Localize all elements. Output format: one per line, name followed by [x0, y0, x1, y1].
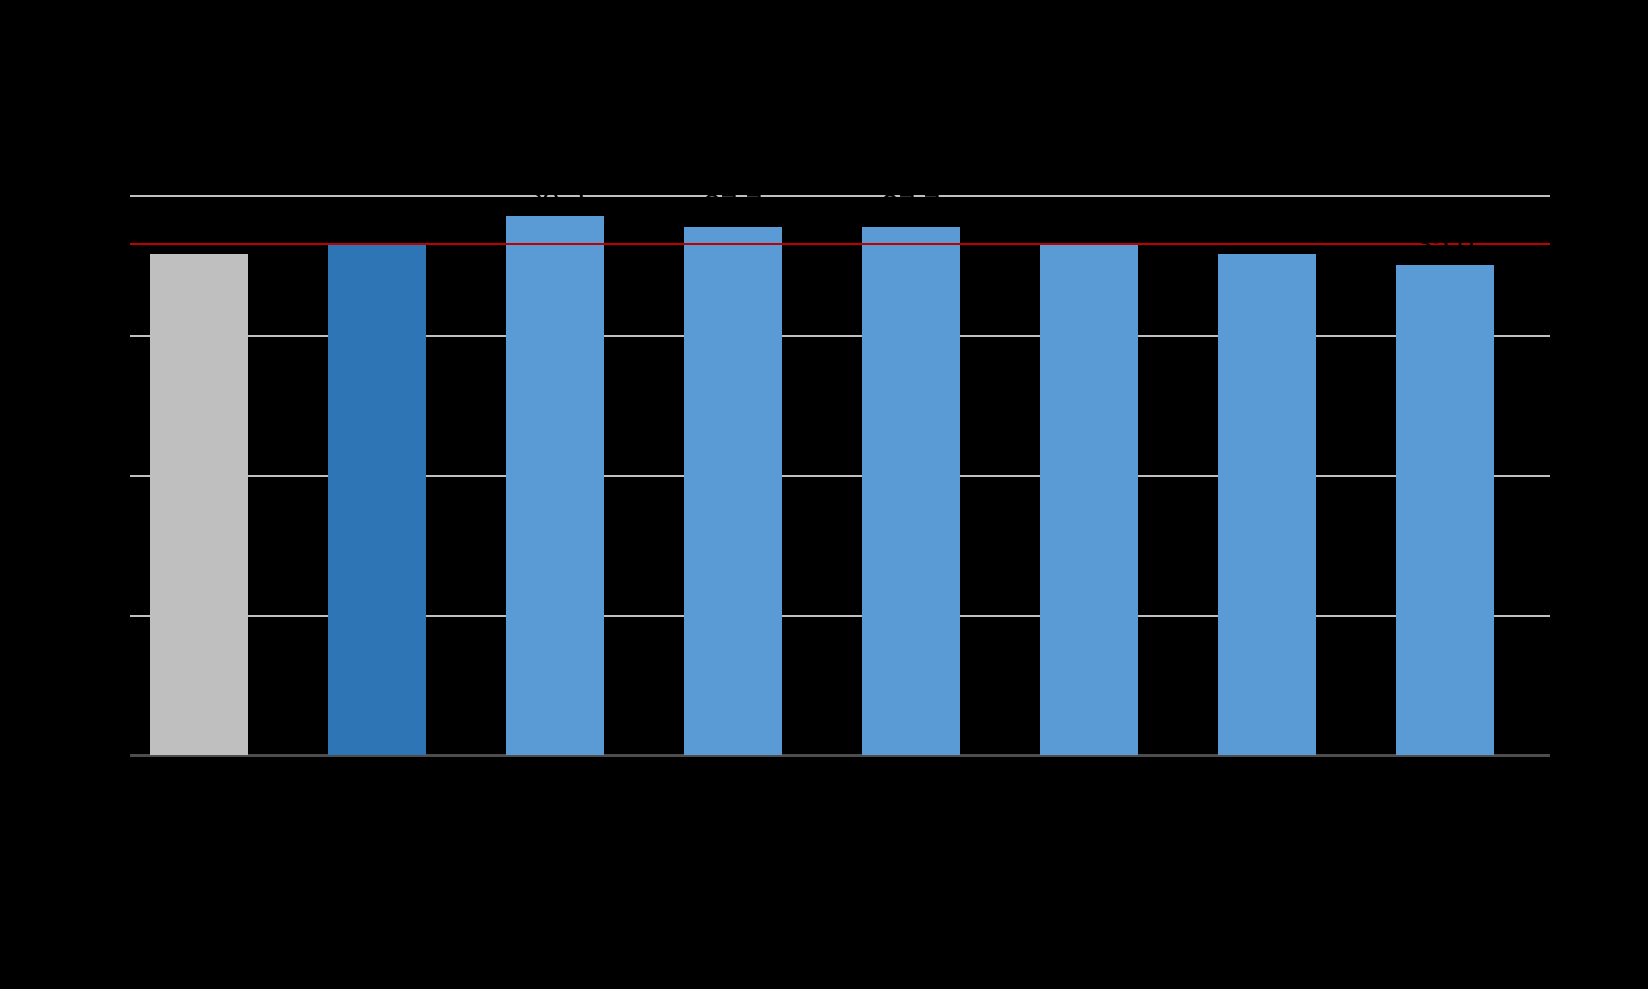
bar	[150, 254, 248, 755]
y-tick-label: 30.0	[20, 315, 110, 354]
bar-value-label: 38.5	[526, 178, 584, 212]
bar	[1218, 254, 1316, 755]
y-tick-label: 40.0	[20, 175, 110, 214]
bar-chart: (%) 40.0 30.0 20.0 10.0 35.8 36.6 38.5 37.7…	[0, 0, 1648, 989]
bar	[684, 227, 782, 755]
y-axis-unit-label: (%)	[95, 108, 145, 145]
bar-value-label: 36.6	[348, 205, 406, 239]
bar	[1040, 243, 1138, 755]
bar-value-label: 35.8	[1238, 216, 1296, 250]
bar	[1396, 265, 1494, 755]
bars-group	[130, 195, 1550, 755]
bar	[328, 243, 426, 755]
bar-value-label: 35.8	[170, 216, 228, 250]
bar-value-label: 37.7	[882, 189, 940, 223]
bar	[506, 216, 604, 755]
bar-value-label: 37.7	[704, 189, 762, 223]
y-tick-label: 10.0	[20, 595, 110, 634]
bar-value-label: 36.6	[1060, 205, 1118, 239]
y-tick-label: 20.0	[20, 455, 110, 494]
plot-area	[130, 195, 1550, 755]
reference-line	[130, 243, 1550, 245]
bar-value-label: 35.0	[1416, 227, 1474, 261]
bar	[862, 227, 960, 755]
